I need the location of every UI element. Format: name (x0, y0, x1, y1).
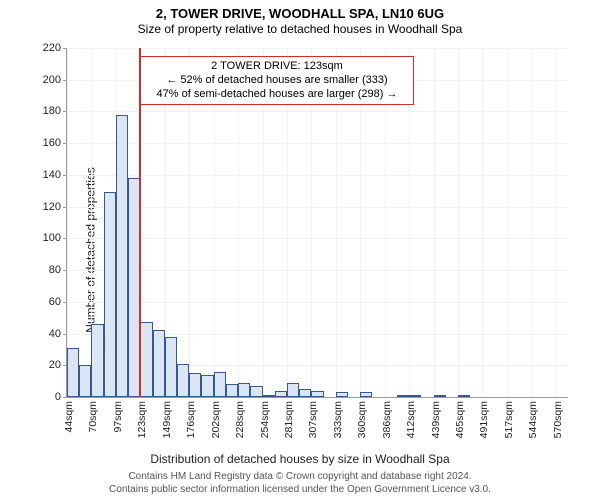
histogram-bar (201, 375, 213, 397)
x-tick-label: 281sqm (283, 397, 295, 438)
annotation-line-1: 2 TOWER DRIVE: 123sqm (147, 60, 407, 74)
histogram-bar (79, 365, 91, 397)
y-tick-label: 220 (43, 42, 67, 54)
histogram-bar (165, 337, 177, 397)
y-tick-label: 40 (49, 328, 67, 340)
y-tick-label: 200 (43, 74, 67, 86)
y-tick-label: 120 (43, 201, 67, 213)
chart-subtitle: Size of property relative to detached ho… (0, 22, 600, 37)
histogram-bar (275, 391, 287, 397)
x-tick-label: 202sqm (210, 397, 222, 438)
histogram-bar (336, 392, 348, 397)
x-axis-label: Distribution of detached houses by size … (0, 452, 600, 466)
histogram-bar (177, 364, 189, 397)
x-tick-label: 97sqm (112, 397, 124, 433)
y-tick-label: 100 (43, 232, 67, 244)
x-tick-label: 465sqm (454, 397, 466, 438)
x-tick-label: 149sqm (161, 397, 173, 438)
histogram-bar (153, 330, 165, 397)
histogram-bar (397, 395, 409, 397)
histogram-bar (299, 389, 311, 397)
annotation-box: 2 TOWER DRIVE: 123sqm← 52% of detached h… (140, 56, 414, 105)
x-tick-label: 254sqm (259, 397, 271, 438)
y-tick-label: 180 (43, 105, 67, 117)
x-tick-label: 123sqm (136, 397, 148, 438)
x-tick-label: 44sqm (63, 397, 75, 433)
histogram-bar (458, 395, 470, 397)
histogram-bar (360, 392, 372, 397)
chart-title: 2, TOWER DRIVE, WOODHALL SPA, LN10 6UG (0, 0, 600, 22)
histogram-bar (250, 386, 262, 397)
histogram-bar (214, 372, 226, 397)
x-tick-label: 360sqm (356, 397, 368, 438)
histogram-bar (287, 383, 299, 397)
histogram-bar (409, 395, 421, 397)
x-tick-label: 70sqm (87, 397, 99, 433)
x-tick-label: 386sqm (381, 397, 393, 438)
x-tick-label: 544sqm (527, 397, 539, 438)
histogram-bar (189, 373, 201, 397)
x-tick-label: 176sqm (185, 397, 197, 438)
histogram-bar (434, 395, 446, 397)
footnote: Contains HM Land Registry data © Crown c… (0, 471, 600, 496)
y-tick-label: 60 (49, 296, 67, 308)
x-tick-label: 228sqm (234, 397, 246, 438)
histogram-bar (238, 383, 250, 397)
y-tick-label: 140 (43, 169, 67, 181)
x-tick-label: 333sqm (332, 397, 344, 438)
histogram-bar (226, 384, 238, 397)
histogram-bar (67, 348, 79, 397)
y-tick-label: 80 (49, 264, 67, 276)
x-tick-label: 570sqm (552, 397, 564, 438)
x-tick-label: 517sqm (503, 397, 515, 438)
x-tick-label: 491sqm (478, 397, 490, 438)
footnote-line-1: Contains HM Land Registry data © Crown c… (0, 471, 600, 484)
histogram-bar (116, 115, 128, 397)
x-tick-label: 439sqm (430, 397, 442, 438)
annotation-line-2: ← 52% of detached houses are smaller (33… (147, 74, 407, 88)
histogram-bar (263, 395, 275, 397)
histogram-bar (140, 322, 152, 397)
histogram-bar (311, 391, 323, 397)
chart-container: 2, TOWER DRIVE, WOODHALL SPA, LN10 6UG S… (0, 0, 600, 500)
x-tick-label: 307sqm (307, 397, 319, 438)
footnote-line-2: Contains public sector information licen… (0, 484, 600, 497)
y-tick-label: 20 (49, 359, 67, 371)
plot-area: 02040608010012014016018020022044sqm70sqm… (66, 48, 568, 398)
histogram-bar (91, 324, 103, 397)
x-tick-label: 412sqm (405, 397, 417, 438)
annotation-line-3: 47% of semi-detached houses are larger (… (147, 88, 407, 102)
histogram-bar (104, 192, 116, 397)
y-tick-label: 160 (43, 137, 67, 149)
